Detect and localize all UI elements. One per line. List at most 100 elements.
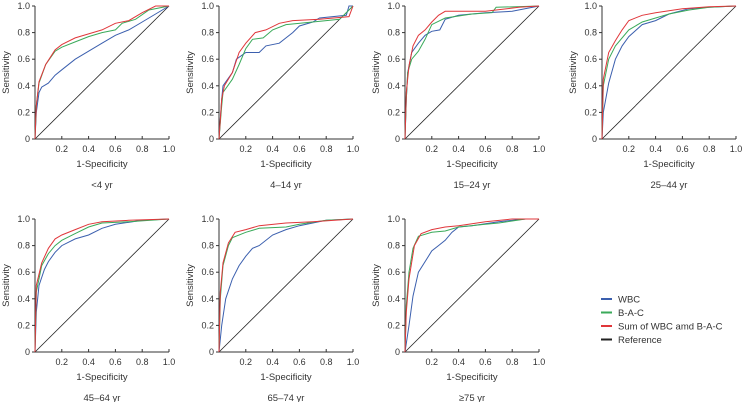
y-tick-label: 1.0 (201, 1, 214, 11)
y-tick-label: 0.6 (201, 54, 214, 64)
series-line-sum-of-wbc-amd-b-a-c (601, 5, 737, 140)
x-tick-label: 0.4 (452, 357, 465, 367)
y-axis-label: Sensitivity (1, 51, 12, 94)
series-line-sum-of-wbc-amd-b-a-c (34, 5, 169, 140)
y-axis-label: Sensitivity (568, 51, 579, 94)
y-tick-label: 0.8 (387, 241, 400, 251)
x-tick-label: 0.2 (56, 357, 69, 367)
y-tick-label: 0 (395, 134, 400, 144)
y-tick-label: 0.8 (17, 28, 30, 38)
y-tick-label: 0.4 (201, 294, 214, 304)
y-tick-label: 1.0 (17, 1, 30, 11)
x-axis-label: 1-Specificity (260, 372, 311, 383)
y-tick-label: 1.0 (17, 214, 30, 224)
reference-line (34, 5, 170, 140)
reference-line (404, 5, 540, 140)
roc-panel: 0 0.2 0.4 0.6 0.8 1.0 0.2 0.4 0.6 0.8 1.0 1-Specifi… (1, 1, 175, 191)
panel-title: <4 yr (91, 180, 112, 191)
y-tick-label: 0.6 (201, 267, 214, 277)
legend-item: Reference (601, 335, 662, 346)
y-tick-label: 1.0 (387, 214, 400, 224)
series-line-wbc (34, 5, 170, 140)
y-tick-label: 1.0 (201, 214, 214, 224)
y-tick-label: 0.4 (387, 81, 400, 91)
x-tick-label: 0.4 (266, 357, 279, 367)
x-tick-label: 0.4 (82, 357, 95, 367)
x-tick-label: 0.6 (676, 144, 689, 154)
x-tick-label: 0.6 (109, 144, 122, 154)
x-axis-label: 1-Specificity (260, 159, 311, 170)
y-tick-label: 0.6 (387, 54, 400, 64)
legend-label: B-A-C (618, 308, 644, 319)
y-tick-label: 0.8 (17, 241, 30, 251)
roc-panel: 0 0.2 0.4 0.6 0.8 1.0 0.2 0.4 0.6 0.8 1.0 1-Specifi… (371, 1, 545, 191)
y-tick-label: 0 (209, 134, 214, 144)
x-axis-label: 1-Specificity (643, 159, 694, 170)
y-tick-label: 0.2 (17, 107, 30, 117)
reference-line (218, 5, 354, 140)
y-tick-label: 0.2 (387, 320, 400, 330)
y-tick-label: 0 (592, 134, 597, 144)
series-line-wbc (34, 218, 170, 353)
x-tick-label: 1.0 (347, 357, 360, 367)
x-tick-label: 0.4 (266, 144, 279, 154)
x-tick-label: 0.8 (320, 357, 333, 367)
reference-line (218, 218, 354, 353)
x-tick-label: 0.6 (479, 357, 492, 367)
y-tick-label: 0.2 (387, 107, 400, 117)
reference-line (34, 218, 170, 353)
x-tick-label: 0.2 (426, 144, 439, 154)
x-tick-label: 0.4 (452, 144, 465, 154)
y-axis-label: Sensitivity (371, 264, 382, 307)
panel-title: 45–64 yr (84, 393, 121, 402)
legend-item: WBC (601, 295, 640, 306)
y-tick-label: 0.4 (17, 294, 30, 304)
y-tick-label: 0 (395, 347, 400, 357)
x-tick-label: 0.2 (623, 144, 636, 154)
x-tick-label: 0.2 (240, 357, 253, 367)
y-tick-label: 0.6 (584, 54, 597, 64)
x-axis-label: 1-Specificity (446, 372, 497, 383)
x-tick-label: 0.4 (82, 144, 95, 154)
y-tick-label: 0.8 (387, 28, 400, 38)
y-tick-label: 0 (25, 347, 30, 357)
y-tick-label: 0.2 (201, 320, 214, 330)
y-tick-label: 0.6 (387, 267, 400, 277)
x-tick-label: 0.2 (426, 357, 439, 367)
x-tick-label: 0.8 (136, 144, 149, 154)
series-line-sum-of-wbc-amd-b-a-c (404, 5, 540, 140)
y-tick-label: 0.2 (584, 107, 597, 117)
y-tick-label: 0.6 (17, 54, 30, 64)
y-tick-label: 0.2 (17, 320, 30, 330)
roc-panel: 0 0.2 0.4 0.6 0.8 1.0 0.2 0.4 0.6 0.8 1.0 1-Specifi… (185, 1, 359, 191)
reference-line (404, 218, 540, 353)
y-tick-label: 1.0 (584, 1, 597, 11)
y-axis-label: Sensitivity (185, 51, 196, 94)
series-line-sum-of-wbc-amd-b-a-c (404, 218, 539, 353)
x-tick-label: 0.8 (703, 144, 716, 154)
x-tick-label: 0.8 (136, 357, 149, 367)
y-tick-label: 0.8 (584, 28, 597, 38)
series-line-wbc (601, 5, 737, 140)
x-tick-label: 0.8 (506, 144, 519, 154)
panel-title: 15–24 yr (454, 180, 491, 191)
panel-title: ≥75 yr (459, 393, 485, 402)
x-tick-label: 1.0 (533, 357, 546, 367)
legend-label: WBC (618, 295, 640, 306)
legend-label: Reference (618, 335, 662, 346)
x-tick-label: 0.2 (240, 144, 253, 154)
x-axis-label: 1-Specificity (446, 159, 497, 170)
y-tick-label: 0.4 (201, 81, 214, 91)
roc-panel: 0 0.2 0.4 0.6 0.8 1.0 0.2 0.4 0.6 0.8 1.0 1-Specifi… (568, 1, 742, 191)
panel-title: 65–74 yr (268, 393, 305, 402)
y-tick-label: 0.4 (387, 294, 400, 304)
roc-panel: 0 0.2 0.4 0.6 0.8 1.0 0.2 0.4 0.6 0.8 1.0 1-Specifi… (1, 214, 175, 402)
y-tick-label: 0.4 (584, 81, 597, 91)
roc-panel: 0 0.2 0.4 0.6 0.8 1.0 0.2 0.4 0.6 0.8 1.0 1-Specifi… (371, 214, 545, 402)
series-line-b-a-c (601, 5, 737, 140)
legend-item: Sum of WBC amd B-A-C (601, 322, 723, 333)
x-tick-label: 1.0 (163, 357, 176, 367)
x-tick-label: 0.6 (109, 357, 122, 367)
x-tick-label: 0.6 (293, 357, 306, 367)
